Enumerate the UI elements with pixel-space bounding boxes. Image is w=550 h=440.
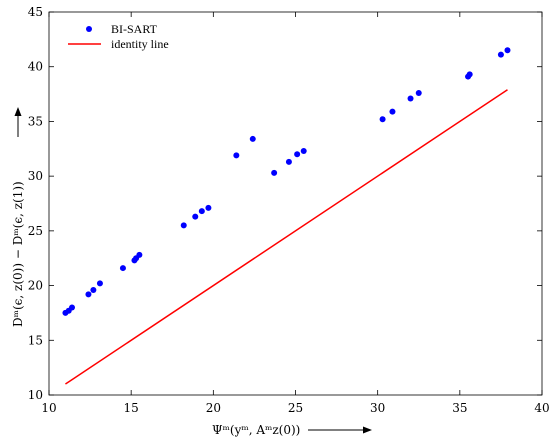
data-point-bi-sart (407, 95, 414, 102)
data-point-bi-sart (205, 204, 212, 211)
data-point-bi-sart (90, 286, 97, 293)
data-point-bi-sart (379, 116, 386, 123)
data-point-bi-sart (271, 169, 278, 176)
x-tick-label: 35 (452, 401, 467, 415)
y-tick-label: 10 (28, 388, 43, 402)
data-point-bi-sart (198, 208, 205, 215)
data-point-bi-sart (497, 51, 504, 58)
x-tick-label: 25 (288, 401, 303, 415)
data-point-bi-sart (119, 265, 126, 272)
y-axis-arrowhead (14, 107, 22, 116)
legend: BI-SART identity line (68, 22, 169, 51)
y-tick-label: 15 (28, 333, 43, 347)
legend-label-bi-sart: BI-SART (111, 22, 158, 36)
y-axis-label: Dᵐ(ϵ, z(0)) − Dᵐ(ϵ, z(1)) (11, 181, 25, 327)
plot-area (48, 11, 543, 396)
data-point-bi-sart (249, 135, 256, 142)
x-tick-label: 20 (206, 401, 221, 415)
x-axis-arrowhead (363, 426, 372, 434)
x-tick-label: 40 (534, 401, 549, 415)
x-tick-label: 15 (124, 401, 139, 415)
data-point-bi-sart (192, 213, 199, 220)
axis-ticks: 10 15 20 25 30 35 40 10 15 20 25 30 35 40 45 (28, 5, 550, 415)
identity-line (65, 89, 508, 385)
y-tick-label: 45 (28, 5, 43, 19)
data-point-bi-sart (294, 151, 301, 158)
data-point-bi-sart (389, 108, 396, 115)
y-tick-label: 40 (28, 60, 43, 74)
data-marks (62, 47, 511, 385)
legend-label-identity-line: identity line (111, 37, 169, 51)
data-point-bi-sart (300, 147, 307, 154)
data-point-bi-sart (69, 304, 76, 311)
data-point-bi-sart (466, 71, 473, 78)
x-tick-label: 10 (41, 401, 56, 415)
y-tick-label: 35 (28, 114, 43, 128)
data-point-bi-sart (285, 158, 292, 165)
data-point-bi-sart (85, 291, 92, 298)
x-tick-label: 30 (370, 401, 385, 415)
x-axis-label: Ψᵐ(yᵐ, Aᵐz(0)) (212, 423, 300, 437)
y-axis-title: Dᵐ(ϵ, z(0)) − Dᵐ(ϵ, z(1)) (11, 107, 25, 327)
y-tick-label: 20 (28, 279, 43, 293)
legend-marker-bi-sart (86, 26, 92, 32)
y-tick-label: 25 (28, 224, 43, 238)
data-point-bi-sart (136, 251, 143, 258)
data-point-bi-sart (96, 280, 103, 287)
x-axis-title: Ψᵐ(yᵐ, Aᵐz(0)) (212, 423, 372, 437)
data-point-bi-sart (504, 47, 511, 54)
data-point-bi-sart (180, 222, 187, 229)
y-tick-label: 30 (28, 169, 43, 183)
data-point-bi-sart (233, 152, 240, 159)
data-point-bi-sart (415, 89, 422, 96)
